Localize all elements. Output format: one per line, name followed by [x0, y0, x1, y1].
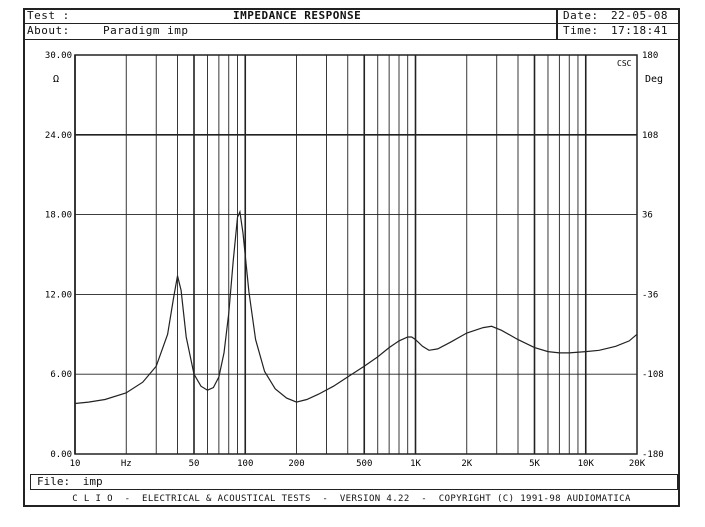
x-tick-label: 50 [189, 459, 200, 469]
header-divider [24, 23, 679, 24]
y-tick-label: 6.00 [50, 370, 72, 380]
about-value: Paradigm imp [103, 24, 189, 37]
y2-tick-label: -180 [642, 450, 664, 460]
x-tick-label: 10K [578, 459, 595, 469]
about-label: About: [27, 24, 70, 37]
x-tick-label: 1K [410, 459, 421, 469]
corner-label: CSC [617, 59, 632, 68]
y2-axis-label: Deg [645, 74, 663, 85]
y2-tick-label: 108 [642, 131, 658, 141]
y2-tick-label: -36 [642, 290, 658, 300]
chart-tick-labels: 10 Hz 50 100 200 500 1K 2K 5K 10K 20K 0.00 6.00 12.00… [45, 51, 664, 469]
file-bar: File: imp [30, 474, 678, 490]
time-value: 17:18:41 [611, 24, 668, 37]
y-tick-label: 30.00 [45, 51, 72, 61]
test-label: Test : [27, 9, 70, 22]
chart-series [74, 209, 638, 405]
date-label: Date: [563, 9, 599, 22]
x-tick-label: 200 [288, 459, 304, 469]
x-tick-label: 10 [70, 459, 81, 469]
impedance-curve [74, 209, 638, 405]
chart-grid [74, 55, 638, 454]
y-axis-label: Ω [53, 74, 59, 85]
header-separator [556, 8, 558, 40]
x-tick-label: 2K [461, 459, 472, 469]
x-tick-label: Hz [121, 459, 132, 469]
y-tick-label: 0.00 [50, 450, 72, 460]
y-tick-label: 24.00 [45, 131, 72, 141]
x-tick-label: 20K [629, 459, 646, 469]
report-frame [23, 8, 680, 507]
y-tick-label: 12.00 [45, 290, 72, 300]
x-tick-label: 5K [529, 459, 540, 469]
header-title: IMPEDANCE RESPONSE [233, 9, 362, 22]
y2-tick-label: 36 [642, 211, 653, 221]
time-label: Time: [563, 24, 599, 37]
x-tick-label: 500 [356, 459, 372, 469]
date-value: 22-05-08 [611, 9, 668, 22]
y2-tick-label: -108 [642, 370, 664, 380]
report-header: Test : IMPEDANCE RESPONSE About: Paradig… [23, 8, 680, 40]
footer-text: C L I O - ELECTRICAL & ACOUSTICAL TESTS … [72, 494, 631, 504]
x-tick-label: 100 [237, 459, 253, 469]
file-value: imp [82, 475, 103, 488]
plot-border [74, 54, 638, 455]
y-tick-label: 18.00 [45, 211, 72, 221]
file-label: File: [37, 475, 71, 488]
y2-tick-label: 180 [642, 51, 658, 61]
impedance-chart: 10 Hz 50 100 200 500 1K 2K 5K 10K 20K 0.00 6.00 12.00… [45, 51, 664, 469]
